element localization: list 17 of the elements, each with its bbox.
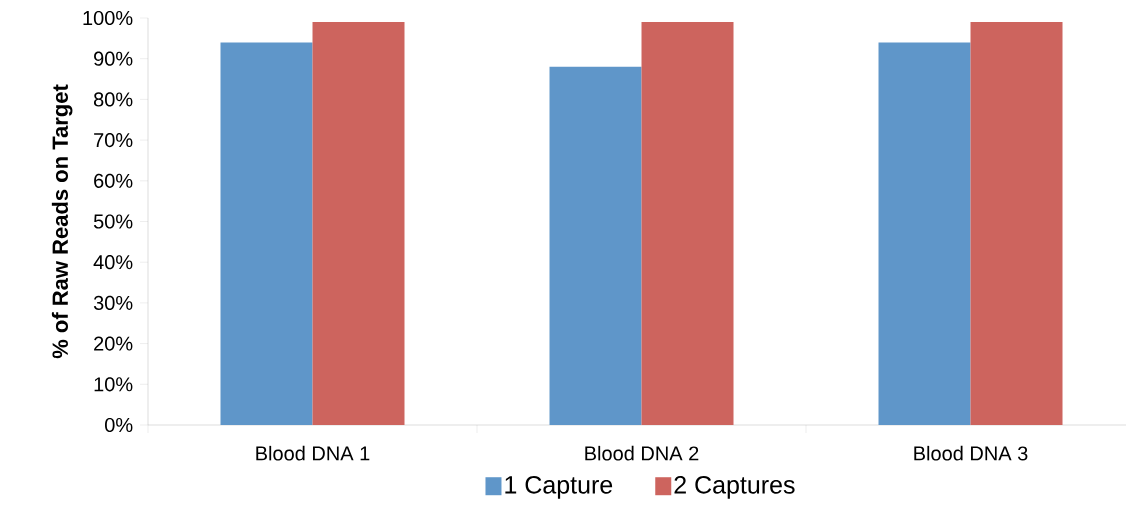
- y-tick-label: 0%: [105, 417, 133, 433]
- y-tick-label: 80%: [93, 92, 133, 107]
- y-tick-label: 40%: [93, 255, 133, 270]
- x-tick-label: Blood DNA 3: [914, 445, 1028, 461]
- x-tick-label: Blood DNA 2: [585, 445, 699, 461]
- legend-label: 1 Capture: [505, 475, 613, 499]
- y-tick-label: 20%: [94, 336, 133, 351]
- y-tick-label: 90%: [94, 51, 133, 66]
- y-tick-label: 10%: [94, 377, 133, 392]
- y-tick-label: 100%: [83, 10, 133, 26]
- legend-label: 2 Captures: [674, 475, 795, 499]
- y-tick-label: 60%: [94, 173, 133, 188]
- y-tick-label: 30%: [93, 295, 133, 310]
- y-tick-label: 50%: [93, 214, 133, 229]
- y-tick-label: 70%: [94, 133, 133, 148]
- y-axis-title: % of Raw Reads on Target: [51, 84, 73, 359]
- x-tick-label: Blood DNA 1: [256, 445, 370, 461]
